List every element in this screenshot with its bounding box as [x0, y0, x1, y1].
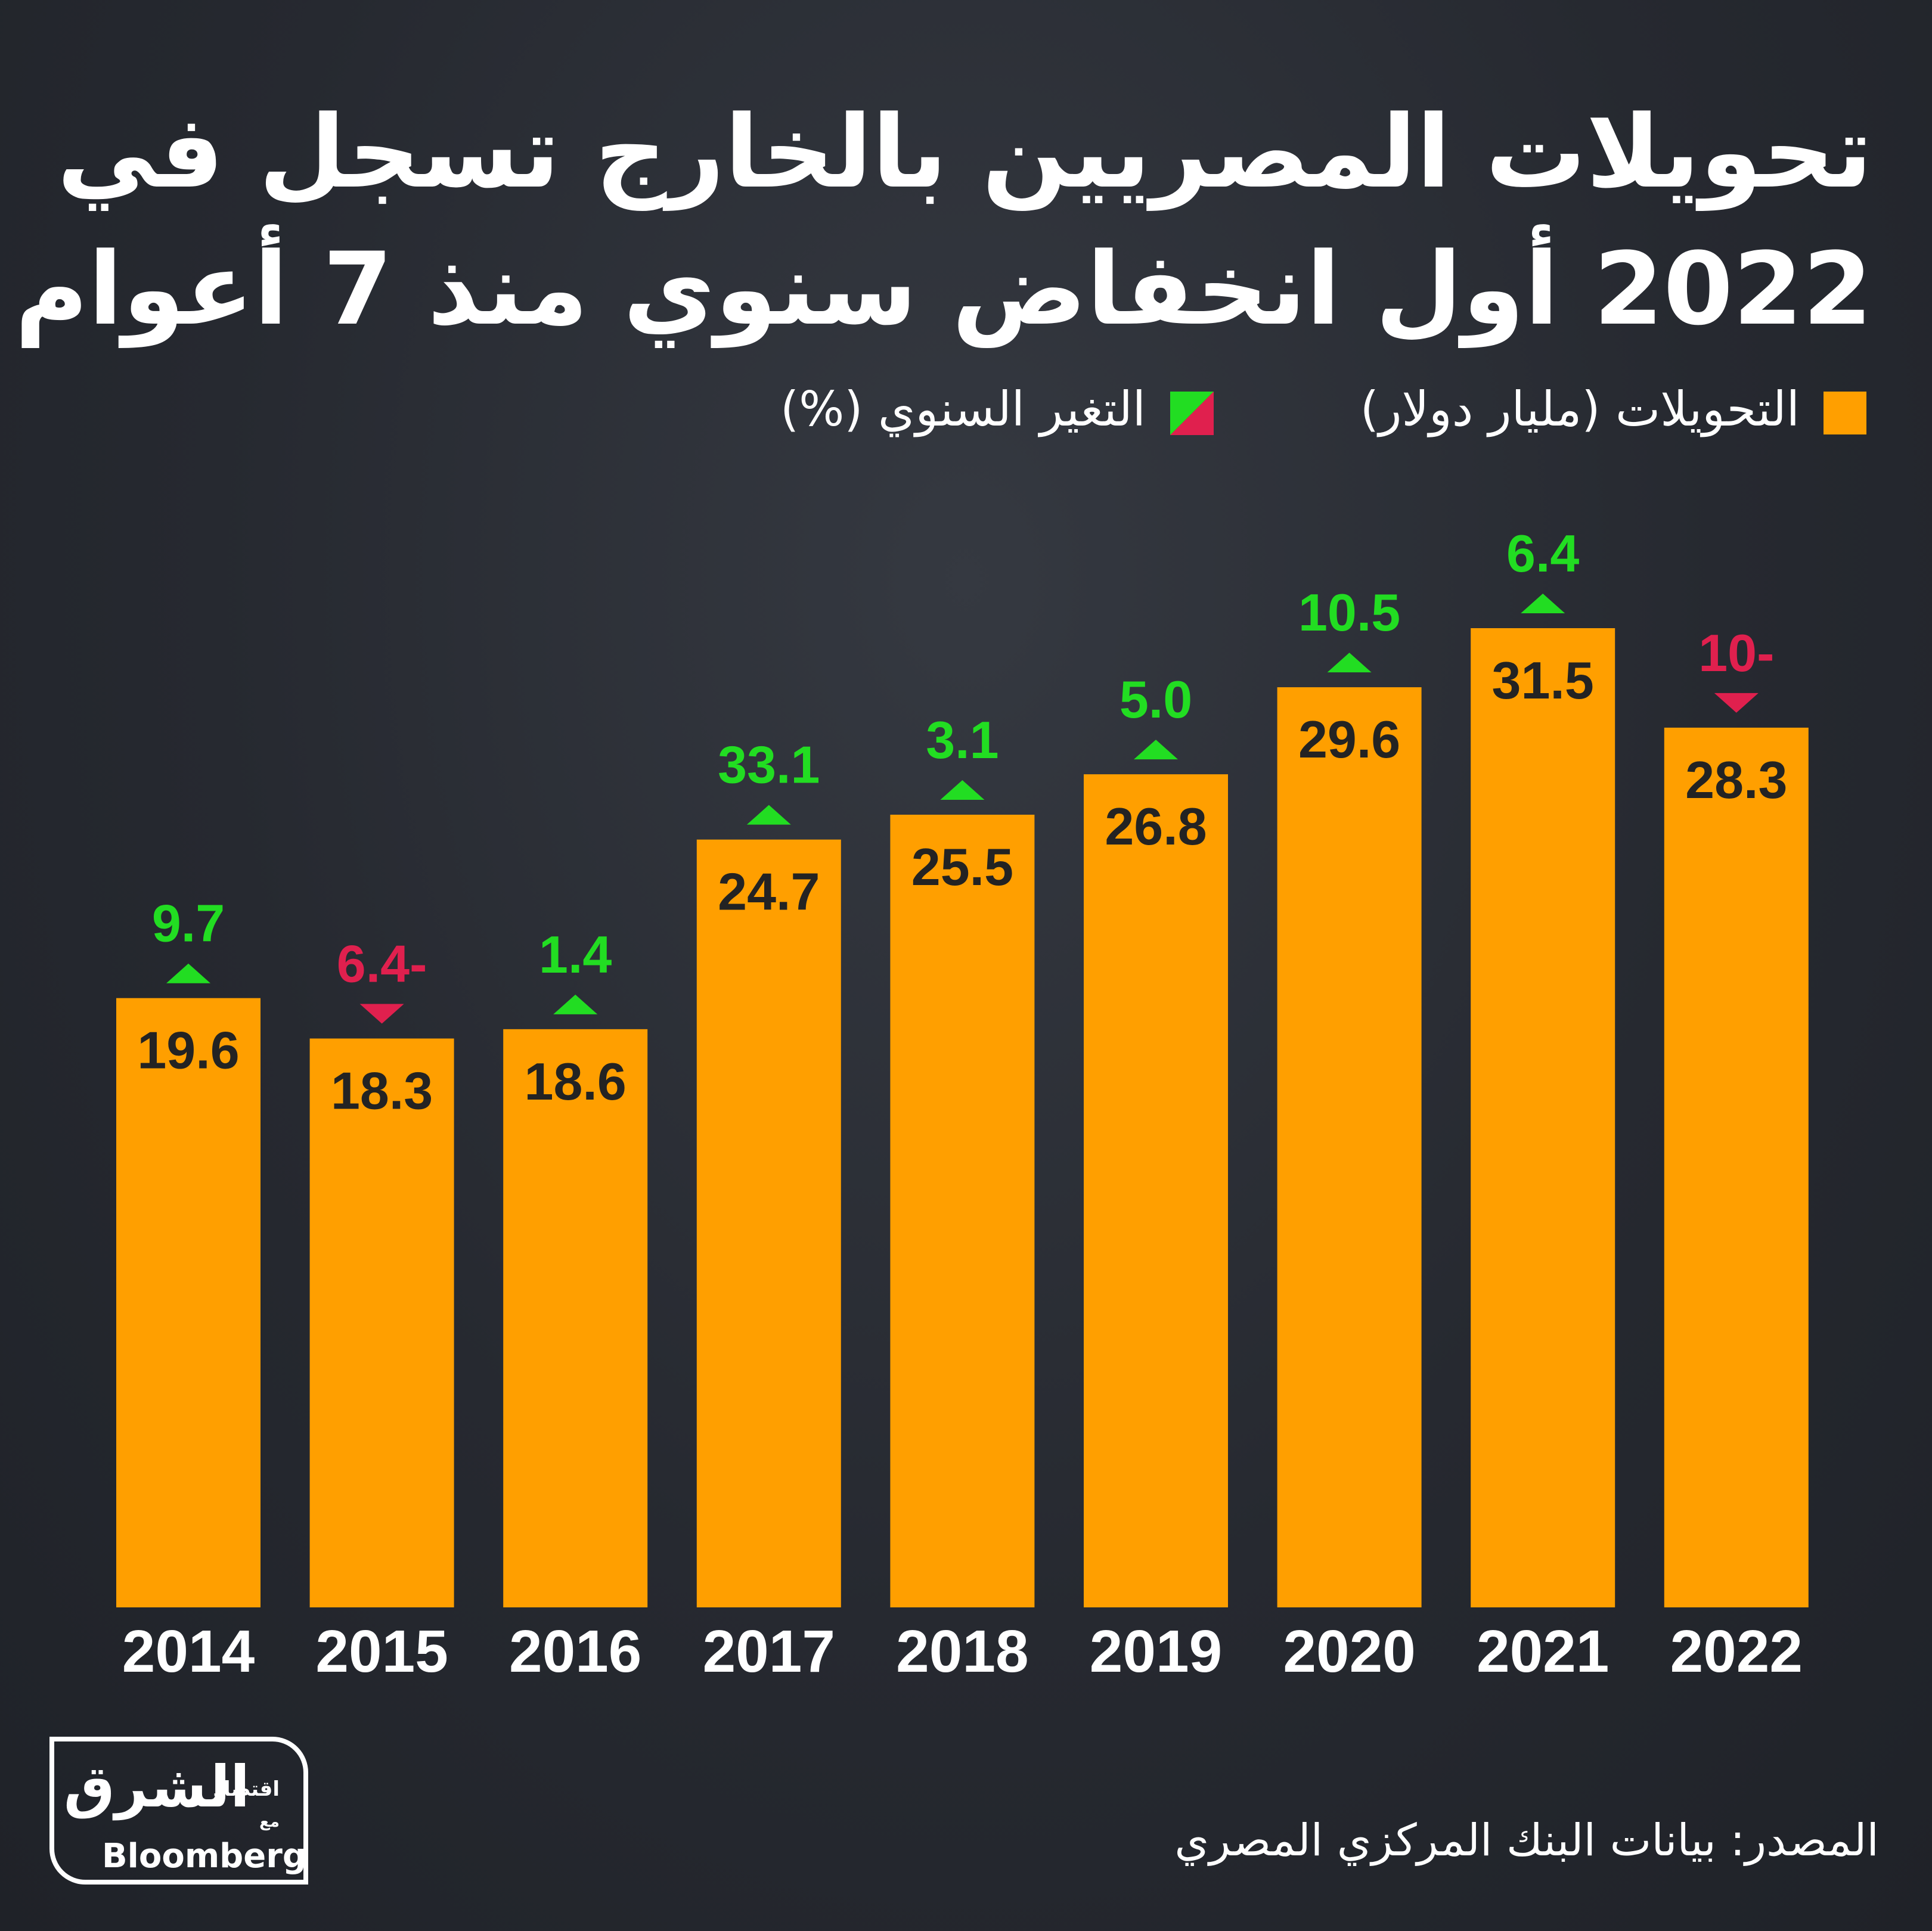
- bar: [1277, 687, 1422, 1607]
- bar: [1664, 727, 1809, 1607]
- x-tick-label: 2015: [315, 1618, 448, 1685]
- logo-sub: اقتصاد: [213, 1777, 280, 1801]
- change-marker: [1714, 693, 1759, 713]
- x-tick-label: 2020: [1283, 1618, 1415, 1685]
- change-label: 3.1: [926, 710, 998, 769]
- x-tick-label: 2014: [122, 1618, 255, 1685]
- change-label: 33.1: [718, 735, 820, 794]
- title-line: 2022 أول انخفاض سنوي منذ 7 أعوام: [14, 231, 1872, 347]
- bar: [696, 839, 841, 1607]
- change-marker: [166, 963, 210, 983]
- logo-with: مع: [259, 1813, 280, 1831]
- x-tick-label: 2022: [1670, 1618, 1803, 1685]
- logo-partner: Bloomberg: [102, 1837, 306, 1876]
- change-marker: [746, 805, 791, 825]
- bar-value-label: 31.5: [1492, 651, 1594, 710]
- bar: [503, 1029, 648, 1607]
- legend-swatch: [1824, 392, 1866, 434]
- bar-value-label: 18.6: [525, 1052, 627, 1111]
- x-tick-label: 2021: [1477, 1618, 1609, 1685]
- bar-value-label: 29.6: [1298, 710, 1400, 769]
- legend-label: التحويلات (مليار دولار): [1360, 381, 1800, 437]
- change-marker: [1521, 594, 1565, 613]
- title-line: تحويلات المصريين بالخارج تسجل في: [57, 94, 1872, 210]
- change-label: 1.4: [539, 925, 612, 984]
- bar-value-label: 24.7: [718, 862, 820, 921]
- change-label: 6.4-: [337, 934, 427, 993]
- change-label: 5.0: [1119, 670, 1192, 729]
- x-tick-label: 2016: [509, 1618, 641, 1685]
- change-marker: [1327, 653, 1372, 673]
- change-marker: [553, 994, 598, 1014]
- change-marker: [359, 1004, 404, 1024]
- bar: [1471, 628, 1615, 1607]
- x-tick-label: 2017: [703, 1618, 835, 1685]
- bar-value-label: 19.6: [137, 1021, 239, 1080]
- x-tick-label: 2019: [1090, 1618, 1222, 1685]
- x-tick-label: 2018: [896, 1618, 1028, 1685]
- bar: [116, 998, 261, 1607]
- change-label: 10.5: [1298, 583, 1400, 642]
- change-marker: [1134, 740, 1178, 760]
- bar-value-label: 28.3: [1685, 750, 1787, 809]
- legend-label: التغير السنوي (%): [780, 381, 1146, 437]
- change-label: 6.4: [1506, 524, 1579, 583]
- logo-name: الشرق: [63, 1753, 250, 1820]
- bar-value-label: 25.5: [911, 837, 1013, 896]
- source: المصدر: بيانات البنك المركزي المصري: [1174, 1815, 1879, 1866]
- change-label: 10-: [1698, 623, 1774, 682]
- logo: الشرق اقتصاد مع Bloomberg: [49, 1737, 308, 1885]
- bar: [309, 1038, 454, 1607]
- bar-value-label: 26.8: [1105, 797, 1207, 856]
- change-marker: [940, 780, 985, 800]
- title: تحويلات المصريين بالخارج تسجل في 2022 أو…: [15, 83, 1872, 358]
- bar: [1084, 774, 1228, 1607]
- change-label: 9.7: [152, 894, 225, 953]
- bar-value-label: 18.3: [331, 1061, 433, 1120]
- bar: [890, 814, 1035, 1607]
